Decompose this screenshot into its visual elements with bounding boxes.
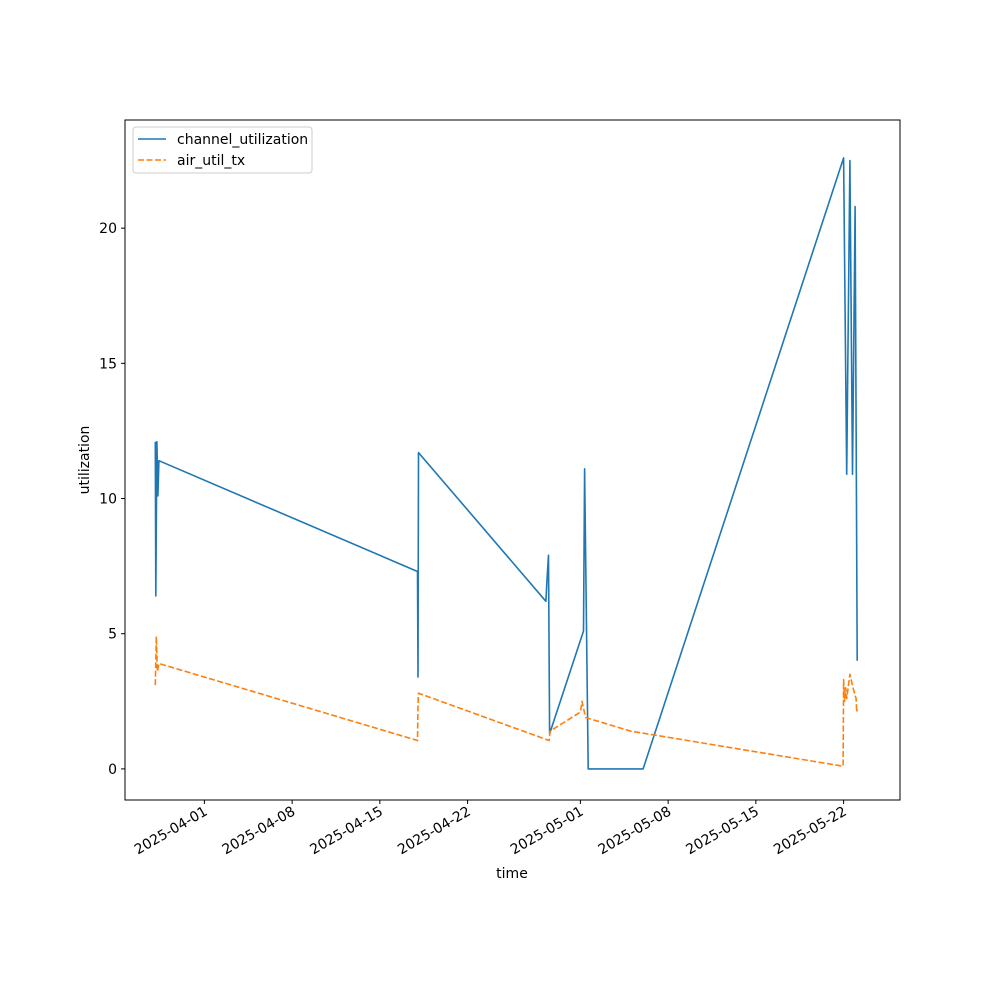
series-line-channel-utilization <box>154 157 859 770</box>
plot-frame <box>124 119 901 801</box>
legend: channel_utilization air_util_tx <box>132 126 313 174</box>
series-line-air-util-tx <box>154 635 858 768</box>
legend-label-channel-utilization: channel_utilization <box>177 132 308 148</box>
y-tick-label: 5 <box>108 627 117 643</box>
x-axis-label: time <box>496 866 528 882</box>
plot-area <box>125 120 900 800</box>
y-tick-label: 0 <box>108 762 117 778</box>
y-tick-label: 10 <box>99 492 117 508</box>
y-tick-label: 15 <box>99 356 117 372</box>
series-layer <box>154 157 859 770</box>
y-axis: 0 5 10 15 20 <box>99 221 125 778</box>
legend-box <box>132 126 313 174</box>
legend-label-air-util-tx: air_util_tx <box>177 153 245 169</box>
y-tick-label: 20 <box>99 221 117 237</box>
y-axis-label: utilization <box>77 426 93 495</box>
